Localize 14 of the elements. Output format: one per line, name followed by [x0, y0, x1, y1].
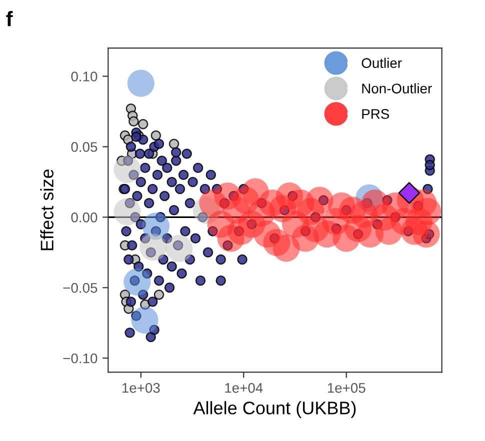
legend-label: Non-Outlier [362, 83, 432, 94]
x-tick-label: 1e+04 [225, 382, 263, 393]
legend-label: Outlier [362, 58, 402, 68]
x-tick-label: 1e+05 [328, 382, 366, 393]
y-tick-label: −0.05 [63, 282, 98, 293]
chart-title: f [6, 11, 13, 26]
y-axis-title: Effect size [40, 169, 54, 250]
x-tick-label: 1e+03 [122, 382, 160, 393]
x-axis-title: Allele Count (UKBB) [193, 401, 356, 418]
legend-label: PRS [362, 109, 390, 119]
y-tick-label: 0.00 [71, 212, 98, 222]
y-tick-label: −0.10 [63, 353, 98, 364]
y-tick-label: 0.05 [71, 142, 98, 152]
y-tick-label: 0.10 [71, 72, 98, 82]
